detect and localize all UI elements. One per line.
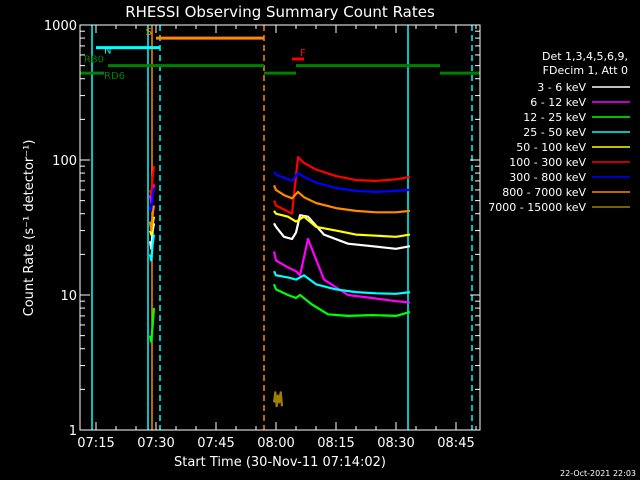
annotation-label-s: S — [146, 27, 152, 38]
annotation-label-n: N — [104, 46, 111, 57]
y-axis: 1 10 100 1000 — [44, 19, 480, 439]
x-tick-label-3: 08:00 — [257, 436, 294, 451]
legend: Det 1,3,4,5,6,9,FDecim 1, Att 0 3 - 6 keV… — [488, 50, 630, 214]
legend-header-0: Det 1,3,4,5,6,9, — [542, 50, 628, 63]
y-tick-label-1: 10 — [60, 289, 77, 304]
series-line-7-1 — [272, 184, 411, 214]
legend-label-5: 100 - 300 keV — [509, 156, 586, 169]
x-tick-label-1: 07:30 — [137, 436, 174, 451]
series-line-5-1 — [272, 156, 411, 215]
x-axis-label: Start Time (30-Nov-11 07:14:02) — [174, 455, 386, 470]
annotation-label-rd6: RD6 — [104, 71, 125, 82]
series-line-3-1 — [273, 270, 411, 295]
legend-label-8: 7000 - 15000 keV — [488, 201, 586, 214]
series-line-6-0 — [148, 187, 156, 212]
chart-title: RHESSI Observing Summary Count Rates — [125, 3, 435, 21]
annotation-label-rb0: RB0 — [84, 55, 104, 66]
y-tick-label-2: 100 — [52, 154, 77, 169]
series-line-7-0 — [148, 205, 156, 232]
x-tick-label-6: 08:45 — [437, 436, 474, 451]
y-tick-label-0: 1 — [69, 424, 77, 439]
date-stamp: 22-Oct-2021 22:03 — [560, 469, 636, 478]
x-tick-label-2: 07:45 — [197, 436, 234, 451]
legend-label-3: 25 - 50 keV — [523, 126, 586, 139]
legend-label-4: 50 - 100 keV — [516, 141, 586, 154]
series-line-6-1 — [273, 170, 411, 193]
x-tick-label-0: 07:15 — [77, 436, 114, 451]
legend-label-0: 3 - 6 keV — [537, 81, 586, 94]
y-tick-label-3: 1000 — [44, 19, 77, 34]
annotation-label-f: F — [300, 48, 306, 59]
legend-label-7: 800 - 7000 keV — [502, 186, 586, 199]
legend-label-2: 12 - 25 keV — [523, 111, 586, 124]
legend-label-1: 6 - 12 keV — [530, 96, 586, 109]
series-line-2-1 — [272, 283, 411, 317]
x-axis: 07:15 07:30 07:45 08:00 08:15 08:30 08:45 — [77, 25, 477, 451]
legend-label-6: 300 - 800 keV — [509, 171, 586, 184]
plot-frame — [79, 24, 481, 431]
legend-header-1: FDecim 1, Att 0 — [543, 64, 628, 77]
x-tick-label-4: 08:15 — [317, 436, 354, 451]
series-line-4-1 — [273, 210, 411, 238]
series-line-2-0 — [148, 308, 156, 343]
x-tick-label-5: 08:30 — [377, 436, 414, 451]
y-axis-label: Count Rate (s⁻¹ detector⁻¹) — [22, 140, 37, 317]
series-line-1-1 — [272, 237, 411, 304]
series-line-3-0 — [148, 234, 156, 262]
series-line-8-0 — [272, 391, 284, 408]
series-line-5-0 — [148, 166, 156, 197]
